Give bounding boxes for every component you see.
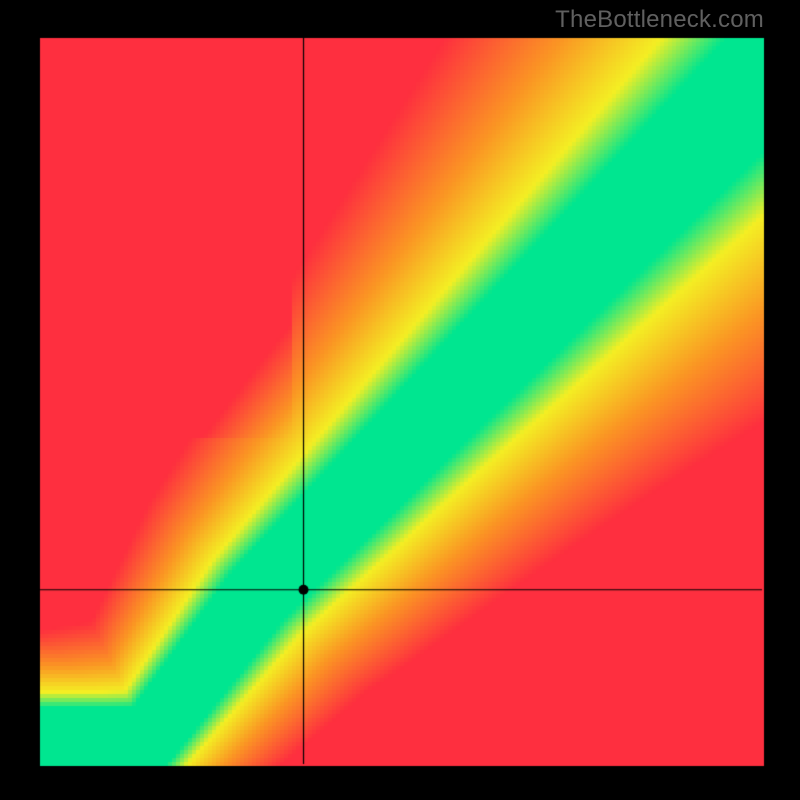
watermark-label: TheBottleneck.com: [555, 6, 764, 34]
bottleneck-heatmap: [0, 0, 800, 800]
